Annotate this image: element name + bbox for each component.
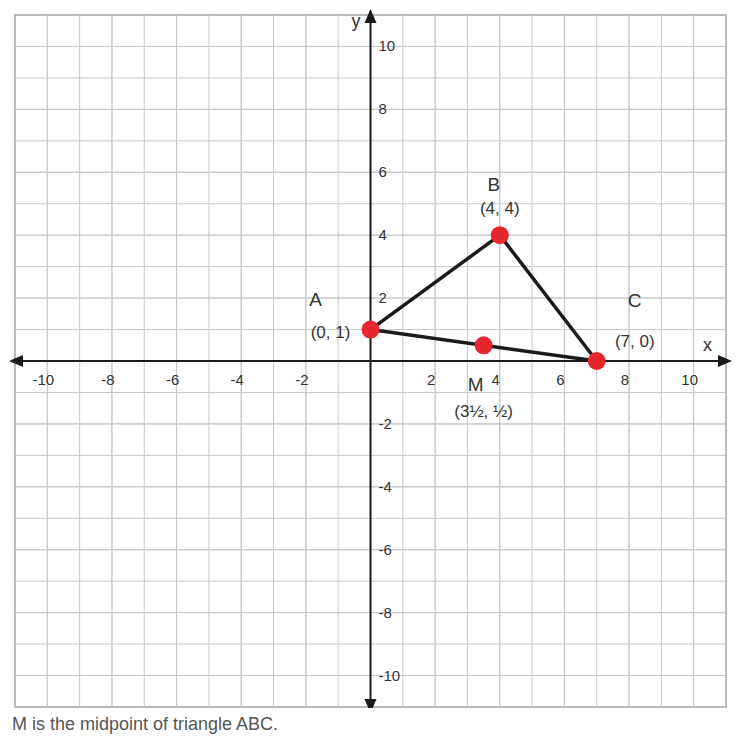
svg-text:-8: -8 <box>379 604 392 621</box>
svg-text:10: 10 <box>379 37 396 54</box>
svg-text:-6: -6 <box>379 541 392 558</box>
svg-text:(7, 0): (7, 0) <box>615 332 655 351</box>
svg-text:(3½, ½): (3½, ½) <box>454 402 513 421</box>
svg-text:M: M <box>468 374 484 395</box>
svg-text:2: 2 <box>427 371 435 388</box>
svg-text:6: 6 <box>556 371 564 388</box>
svg-text:-4: -4 <box>231 371 244 388</box>
svg-text:-2: -2 <box>295 371 308 388</box>
svg-text:-4: -4 <box>379 478 392 495</box>
svg-text:10: 10 <box>681 371 698 388</box>
svg-text:6: 6 <box>379 163 387 180</box>
svg-text:y: y <box>352 11 361 31</box>
svg-text:4: 4 <box>379 226 387 243</box>
svg-text:C: C <box>628 290 642 311</box>
svg-text:8: 8 <box>621 371 629 388</box>
svg-text:2: 2 <box>379 289 387 306</box>
svg-text:4: 4 <box>492 371 500 388</box>
svg-text:A: A <box>309 289 322 310</box>
svg-text:-10: -10 <box>32 371 54 388</box>
svg-text:(0, 1): (0, 1) <box>311 323 351 342</box>
svg-text:B: B <box>487 174 500 195</box>
svg-text:x: x <box>703 335 712 355</box>
svg-text:-8: -8 <box>101 371 114 388</box>
html-text:M is the midpoint of triangle: M is the midpoint of triangle ABC. <box>12 714 279 734</box>
svg-text:8: 8 <box>379 100 387 117</box>
svg-text:-6: -6 <box>166 371 179 388</box>
svg-text:-10: -10 <box>379 667 401 684</box>
svg-text:-2: -2 <box>379 415 392 432</box>
svg-text:(4, 4): (4, 4) <box>480 199 520 218</box>
